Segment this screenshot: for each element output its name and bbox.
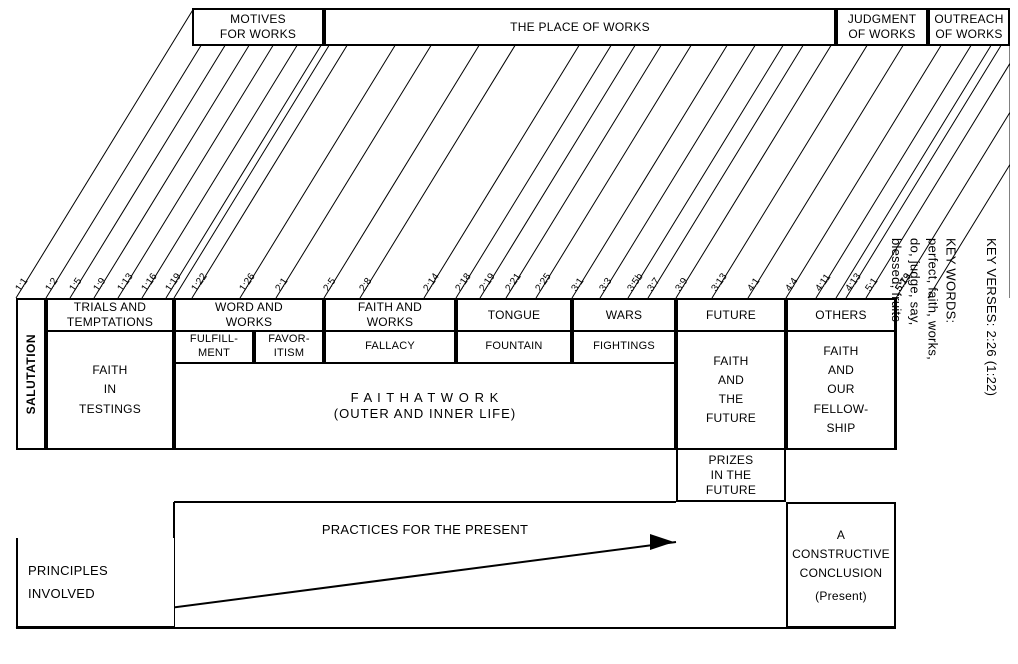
- conclusion-title: A CONSTRUCTIVE CONCLUSION: [792, 526, 890, 584]
- hdr-word_and_works: WORD AND WORKS: [174, 298, 324, 332]
- key-verses-value: 2:26 (1:22): [984, 330, 999, 396]
- faith-at-work-label: F A I T H A T W O R K (OUTER AND INNER L…: [334, 390, 517, 423]
- body-faith_and_fellowship: FAITH AND OUR FELLOW- SHIP: [786, 332, 896, 450]
- practices-label: PRACTICES FOR THE PRESENT: [322, 522, 528, 538]
- body-faith_in_testings: FAITH IN TESTINGS: [46, 332, 174, 450]
- key-words: KEY WORDS: perfect, faith, works, do, ju…: [887, 238, 978, 396]
- side-keys: KEY VERSES: 2:26 (1:22) KEY WORDS: perfe…: [883, 238, 1004, 396]
- top-outreach: OUTREACH OF WORKS: [928, 8, 1010, 46]
- key-verses: KEY VERSES: 2:26 (1:22): [982, 238, 1000, 396]
- sub-favoritism: FAVOR- ITISM: [254, 332, 324, 364]
- conclusion-sub: (Present): [815, 589, 867, 604]
- principles-label: PRINCIPLES INVOLVED: [28, 559, 108, 606]
- faith-at-work-cell: F A I T H A T W O R K (OUTER AND INNER L…: [174, 364, 676, 450]
- top-motives: MOTIVES FOR WORKS: [192, 8, 324, 46]
- body-faith_and_future: FAITH AND THE FUTURE: [676, 332, 786, 450]
- hdr-others: OTHERS: [786, 298, 896, 332]
- practices-cell: PRACTICES FOR THE PRESENT: [174, 516, 676, 544]
- salutation-label: SALUTATION: [24, 334, 39, 414]
- sub-fountain: FOUNTAIN: [456, 332, 572, 364]
- hdr-wars: WARS: [572, 298, 676, 332]
- sub-fightings: FIGHTINGS: [572, 332, 676, 364]
- key-words-value: perfect, faith, works, do, judge, say, b…: [889, 238, 940, 360]
- principles-cell: PRINCIPLES INVOLVED: [16, 538, 174, 628]
- salutation-cell: SALUTATION: [16, 298, 46, 450]
- conclusion-cell: A CONSTRUCTIVE CONCLUSION (Present): [786, 502, 896, 628]
- sub-fallacy: FALLACY: [324, 332, 456, 364]
- prizes-label: PRIZES IN THE FUTURE: [706, 453, 756, 498]
- key-verses-label: KEY VERSES:: [984, 238, 999, 327]
- hdr-future: FUTURE: [676, 298, 786, 332]
- top-place: THE PLACE OF WORKS: [324, 8, 836, 46]
- prizes-cell: PRIZES IN THE FUTURE: [676, 450, 786, 502]
- root: 1:11:21:51:91:131:161:191:221:262:12:52:…: [8, 8, 1010, 656]
- hdr-trials: TRIALS AND TEMPTATIONS: [46, 298, 174, 332]
- sub-fulfillment: FULFILL- MENT: [174, 332, 254, 364]
- top-judgment: JUDGMENT OF WORKS: [836, 8, 928, 46]
- hdr-faith_and_works: FAITH AND WORKS: [324, 298, 456, 332]
- key-words-label: KEY WORDS:: [944, 238, 959, 323]
- hdr-tongue: TONGUE: [456, 298, 572, 332]
